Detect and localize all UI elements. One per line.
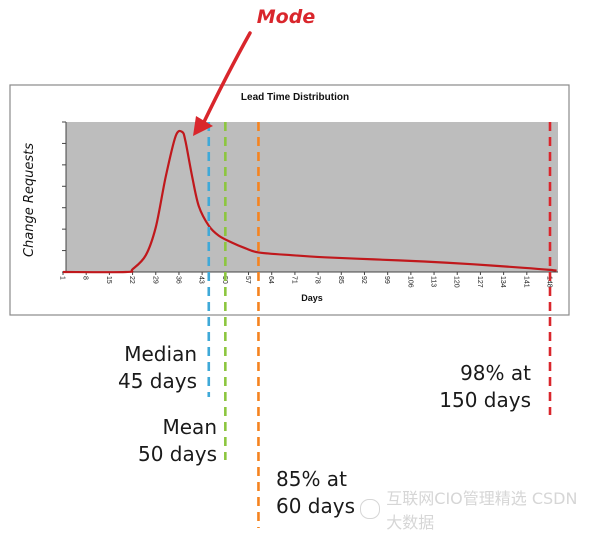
x-tick-label: 1 (59, 276, 66, 280)
x-tick-label: 127 (476, 276, 483, 288)
x-tick-label: 148 (546, 276, 553, 288)
mode-annotation-arrowhead (193, 116, 213, 136)
x-tick-label: 92 (360, 276, 367, 284)
x-tick-label: 113 (430, 276, 437, 287)
x-tick-label: 36 (174, 276, 181, 284)
x-tick-label: 120 (453, 276, 460, 288)
plot-area (66, 122, 558, 272)
watermark: 互联网CIO管理精选 CSDN大数据 (360, 489, 585, 532)
wechat-icon (360, 499, 381, 519)
watermark-text: 互联网CIO管理精选 CSDN大数据 (386, 489, 578, 532)
x-tick-label: 134 (499, 276, 506, 288)
percentile-marker-lines (207, 122, 552, 528)
chart-title: Lead Time Distribution (241, 92, 349, 103)
distribution-curve (62, 129, 557, 274)
x-tick-label: 71 (290, 276, 297, 284)
mean-marker-label: Mean (163, 415, 218, 439)
x-tick-label: 57 (244, 276, 251, 284)
x-tick-label: 64 (267, 276, 274, 284)
x-tick-label: 15 (105, 276, 112, 284)
x-tick-label: 99 (383, 276, 390, 284)
y-axis-ticks (62, 121, 66, 273)
x-tick-label: 78 (314, 276, 321, 284)
x-tick-label: 85 (337, 276, 344, 284)
x-tick-label: 22 (128, 276, 135, 284)
x-tick-label: 43 (198, 276, 205, 284)
x-tick-label: 29 (151, 276, 158, 284)
p98-marker-label: 98% at (460, 361, 531, 385)
y-axis-label: Change Requests (22, 143, 37, 257)
median-marker-label: Median (124, 342, 197, 366)
percentile-marker-labels: Median 45 days Mean 50 days 85% at 60 days 98%… (118, 342, 531, 518)
p85-marker-label: 60 days (276, 494, 355, 518)
p98-marker-label: 150 days (439, 388, 531, 412)
x-tick-label: 141 (522, 276, 529, 288)
mean-marker-label: 50 days (138, 442, 217, 466)
median-marker-label: 45 days (118, 369, 197, 393)
x-tick-label: 106 (406, 276, 413, 288)
mode-annotation-arrow (201, 31, 252, 126)
x-axis-label: Days (301, 293, 323, 303)
p85-marker-label: 85% at (276, 467, 347, 491)
mode-annotation-label: Mode (257, 6, 316, 28)
x-tick-label: 8 (82, 276, 89, 280)
